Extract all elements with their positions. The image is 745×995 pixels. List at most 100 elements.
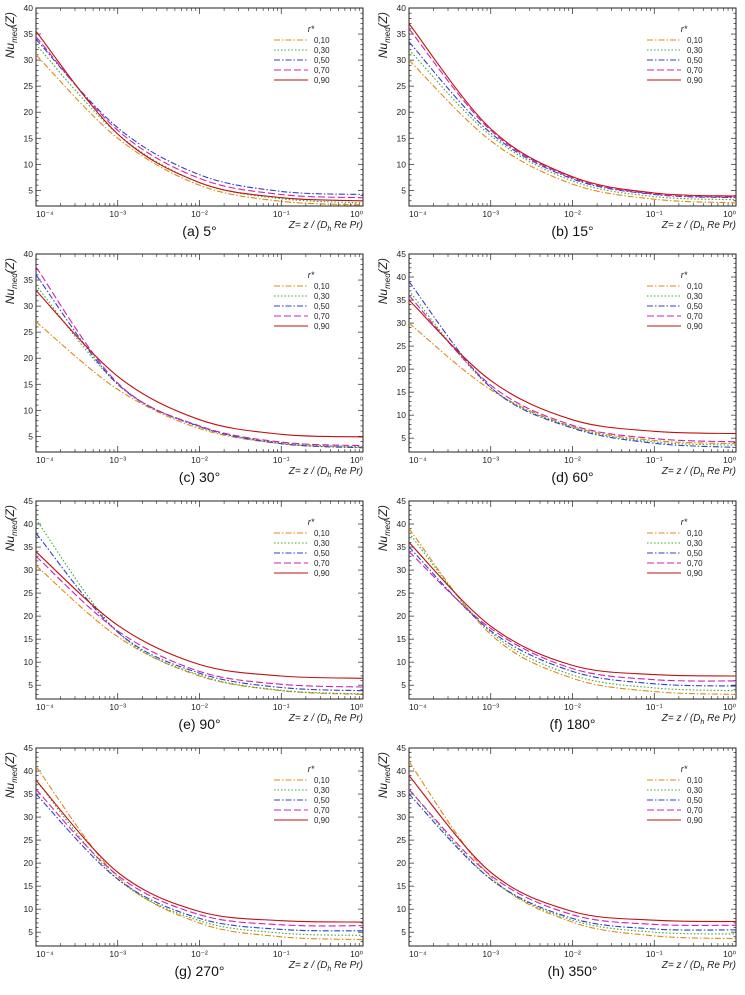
series-line-0-50 xyxy=(36,793,363,932)
x-tick-label: 10⁻² xyxy=(191,702,208,712)
series-line-0-70 xyxy=(409,789,736,926)
x-tick-label: 10⁻³ xyxy=(482,702,499,712)
legend-entry: 0,30 xyxy=(314,539,330,548)
x-tick-label: 10⁻⁴ xyxy=(36,455,54,465)
y-axis-title-sub: med xyxy=(383,273,392,289)
y-axis-title-sub: med xyxy=(383,767,392,783)
y-tick-label: 20 xyxy=(24,611,34,621)
y-tick-label: 25 xyxy=(24,835,34,845)
x-tick-label: 10⁰ xyxy=(723,702,736,712)
chart-panel: 5 10 15 20 25 30 35 40 10⁻⁴ 10⁻³ 10⁻² 10⁻¹ 10⁰ r* 0,10… xyxy=(3,3,364,239)
legend-entry: 0,50 xyxy=(314,56,330,65)
series-line-0-70 xyxy=(36,789,363,927)
y-tick-label: 40 xyxy=(397,766,407,776)
y-axis-title-tail: (Z) xyxy=(376,12,390,27)
x-axis-title: Z= z / (Dh Re Pr) xyxy=(661,713,736,726)
y-tick-label: 10 xyxy=(397,904,407,914)
panel-caption: (b) 15° xyxy=(551,223,593,239)
x-tick-label: 10⁻⁴ xyxy=(409,949,427,959)
x-axis-title-tail: Re Pr) xyxy=(704,220,736,231)
y-tick-label: 20 xyxy=(397,611,407,621)
x-axis-title-sub: h xyxy=(700,226,704,233)
x-axis-title-tail: Re Pr) xyxy=(704,466,736,477)
x-tick-label: 10⁻¹ xyxy=(646,455,663,465)
y-tick-label: 15 xyxy=(24,634,34,644)
x-axis-title: Z= z / (Dh Re Pr) xyxy=(661,466,736,479)
legend-entry: 0,30 xyxy=(687,786,703,795)
x-tick-label: 10⁻³ xyxy=(482,455,499,465)
legend-entry: 0,30 xyxy=(687,46,703,55)
series-line-0-10 xyxy=(36,766,363,941)
panel-caption: (g) 270° xyxy=(175,963,225,979)
x-axis-title-main: Z= z / (D xyxy=(288,960,328,971)
legend-entry: 0,50 xyxy=(314,549,330,558)
x-tick-label: 10⁻³ xyxy=(482,209,499,219)
x-axis-title-main: Z= z / (D xyxy=(288,220,328,231)
y-axis-title-tail: (Z) xyxy=(3,752,17,767)
x-tick-label: 10⁻¹ xyxy=(273,702,290,712)
y-tick-label: 5 xyxy=(401,185,406,195)
legend-entry: 0,30 xyxy=(687,539,703,548)
x-axis-title-main: Z= z / (D xyxy=(661,713,701,724)
series-line-0-90 xyxy=(409,23,736,197)
y-tick-label: 45 xyxy=(397,249,407,259)
panel-caption: (e) 90° xyxy=(178,716,220,732)
y-axis-title-sub: med xyxy=(10,767,19,783)
y-axis-title-tail: (Z) xyxy=(376,752,390,767)
y-axis-title-tail: (Z) xyxy=(3,258,17,273)
x-tick-label: 10⁻⁴ xyxy=(36,949,54,959)
panel-caption: (h) 350° xyxy=(548,963,598,979)
y-axis-title-main: Nu xyxy=(376,783,390,799)
legend-title: r* xyxy=(681,517,688,527)
series-line-0-30 xyxy=(36,519,363,695)
y-tick-label: 30 xyxy=(397,565,407,575)
y-tick-label: 20 xyxy=(397,107,407,117)
x-tick-label: 10⁻² xyxy=(564,949,581,959)
x-tick-label: 10⁰ xyxy=(350,949,363,959)
y-tick-label: 30 xyxy=(24,812,34,822)
legend-entry: 0,10 xyxy=(687,776,703,785)
series-line-0-50 xyxy=(409,793,736,931)
y-tick-label: 10 xyxy=(397,159,407,169)
x-tick-label: 10⁻³ xyxy=(109,949,126,959)
panel-caption: (f) 180° xyxy=(549,716,595,732)
x-axis-title-main: Z= z / (D xyxy=(661,466,701,477)
legend-entry: 0,90 xyxy=(314,816,330,825)
y-axis-title: Numed(Z) xyxy=(376,752,392,798)
series-group xyxy=(36,519,363,695)
y-tick-label: 10 xyxy=(397,410,407,420)
y-tick-label: 15 xyxy=(397,133,407,143)
legend-entry: 0,70 xyxy=(314,66,330,75)
y-tick-label: 35 xyxy=(24,29,34,39)
legend-entry: 0,90 xyxy=(687,816,703,825)
y-axis-title: Numed(Z) xyxy=(3,505,19,551)
series-line-0-10 xyxy=(36,565,363,695)
legend-title: r* xyxy=(308,517,315,527)
x-tick-label: 10⁻⁴ xyxy=(409,702,427,712)
y-tick-label: 5 xyxy=(28,431,33,441)
y-tick-label: 25 xyxy=(24,588,34,598)
series-line-0-90 xyxy=(409,299,736,435)
y-axis-title-main: Nu xyxy=(3,289,17,305)
legend-entry: 0,70 xyxy=(314,559,330,568)
legend-entry: 0,30 xyxy=(314,786,330,795)
legend-entry: 0,50 xyxy=(314,302,330,311)
y-axis-title-sub: med xyxy=(10,520,19,536)
y-axis-title-sub: med xyxy=(10,27,19,43)
series-group xyxy=(36,31,363,206)
y-tick-label: 25 xyxy=(24,327,34,337)
y-tick-label: 10 xyxy=(397,657,407,667)
panel-caption: (a) 5° xyxy=(182,223,216,239)
y-tick-label: 5 xyxy=(401,680,406,690)
y-tick-label: 30 xyxy=(397,318,407,328)
y-tick-label: 35 xyxy=(24,542,34,552)
y-tick-label: 45 xyxy=(397,496,407,506)
y-tick-label: 5 xyxy=(401,433,406,443)
y-tick-label: 15 xyxy=(24,379,34,389)
y-tick-label: 35 xyxy=(397,542,407,552)
x-axis-title: Z= z / (Dh Re Pr) xyxy=(288,713,363,726)
y-axis-title: Numed(Z) xyxy=(3,258,19,304)
x-tick-label: 10⁻³ xyxy=(109,209,126,219)
series-line-0-70 xyxy=(36,266,363,447)
legend-entry: 0,70 xyxy=(314,806,330,815)
